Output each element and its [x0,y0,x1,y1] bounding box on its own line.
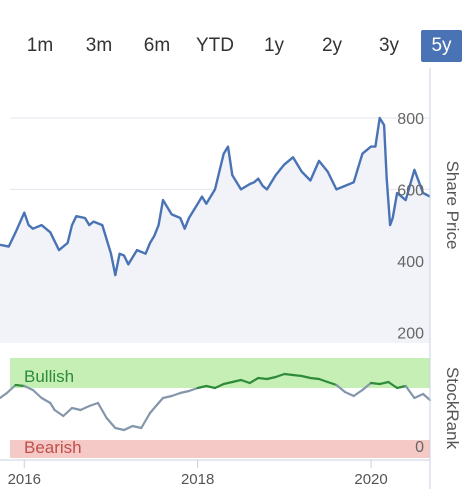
stockrank-segment [283,372,295,377]
stockrank-segment [114,426,126,432]
stockrank-segment [88,401,100,408]
stockrank-segment [222,380,234,386]
stockrank-segment [131,424,143,430]
price-panel: 800 600 400 200 Share Price [0,68,462,343]
bullish-label: Bullish [24,367,74,386]
stockrank-end-label: 0 [415,439,424,456]
stockrank-segment [387,380,399,390]
stockrank-segment [265,375,277,381]
range-button-3y[interactable]: 3y [378,35,400,56]
stockrank-segment [53,408,65,418]
stockrank-segment [122,424,134,432]
price-tick-label-200: 200 [397,325,424,342]
range-button-1m[interactable]: 1m [26,35,54,56]
stockrank-segment [23,384,35,392]
stockrank-segment [161,394,173,400]
stockrank-segment [335,383,347,394]
stockrank-segment [378,380,390,386]
stockrank-segment [140,411,152,430]
stockrank-panel: Bullish Bearish 0 StockRank [0,358,462,458]
range-button-1y[interactable]: 1y [263,35,285,56]
stockrank-segment [257,376,269,381]
stockrank-segment [170,391,182,398]
stockrank-segment [96,401,108,420]
x-axis: 2016 2018 2020 [0,459,430,488]
stockrank-segment [309,376,321,381]
stockrank-segment [413,392,425,400]
price-tick-label-400: 400 [397,254,424,271]
stockrank-segment [62,406,74,418]
range-button-2y[interactable]: 2y [321,35,343,56]
range-button-3m[interactable]: 3m [85,35,113,56]
stockrank-segment [49,401,56,412]
stockrank-segment [105,416,117,430]
range-button-5y[interactable]: 5y [421,30,462,62]
stockrank-segment [404,384,416,400]
stockrank-segment [317,377,329,384]
price-axis-label: Share Price [443,161,462,250]
stockrank-segment [205,384,217,390]
price-tick-labels: 800 600 400 200 [397,111,424,342]
x-tick-label-2020: 2020 [354,471,387,488]
stockrank-segment [343,390,355,398]
stockrank-segment [239,378,251,385]
stockrank-segment [40,396,52,405]
bearish-band [10,440,430,458]
stockrank-segment [31,388,43,400]
stockrank-axis-label: StockRank [443,367,462,450]
stockrank-segment [213,382,225,390]
stockrank-segment [396,384,407,390]
price-tick-label-600: 600 [397,182,424,199]
stockrank-segment [361,381,373,392]
stockrank-segment [369,381,381,386]
x-tick-label-2018: 2018 [181,471,214,488]
price-area-fill [0,118,430,343]
stockrank-segment [300,374,312,380]
stockrank-segment [326,380,338,387]
stockrank-segment [291,373,303,378]
stockrank-segment [70,406,82,412]
x-tick-label-2016: 2016 [8,471,41,488]
stockrank-segment [148,401,160,415]
range-button-6m[interactable]: 6m [143,35,171,56]
stockrank-segment [422,392,432,402]
stockrank-segment [352,388,364,398]
stockrank-segment [196,384,208,390]
price-tick-label-800: 800 [397,111,424,128]
range-button-ytd[interactable]: YTD [196,35,234,56]
stockrank-segment [274,372,286,379]
price-series-line [0,116,431,277]
stockrank-segment [157,396,165,405]
stockrank-segment [5,383,17,395]
stockrank-segment [79,404,91,412]
bullish-band [10,358,430,388]
bearish-label: Bearish [24,438,82,457]
stockrank-series [0,372,432,432]
stockrank-segment [179,389,191,395]
stockrank-segment [248,376,260,385]
stockrank-segment [0,391,9,400]
stockrank-segment [14,383,26,388]
range-selector: 1m 3m 6m YTD 1y 2y 3y 5y [0,26,462,62]
stockrank-segment [231,378,243,384]
stockrank-segment [187,386,199,393]
